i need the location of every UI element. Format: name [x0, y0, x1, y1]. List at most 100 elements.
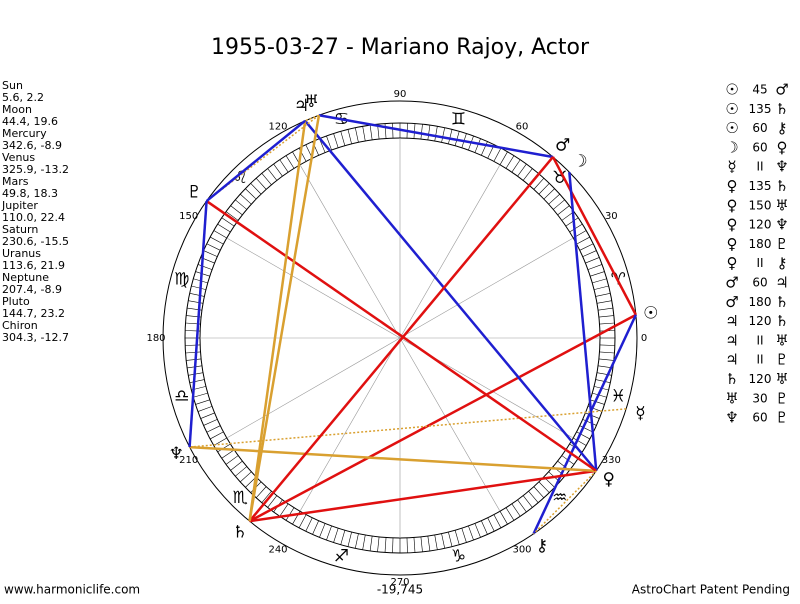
- degree-tick: [193, 392, 208, 398]
- degree-tick: [595, 293, 611, 297]
- outer-ring: [162, 100, 638, 576]
- degree-label: 270: [390, 577, 409, 588]
- degree-label: 90: [394, 89, 407, 100]
- degree-tick: [203, 250, 218, 257]
- aspect-kind: 60: [752, 140, 767, 154]
- zodiac-sign: ♌: [233, 168, 248, 188]
- degree-tick: [505, 155, 515, 169]
- degree-tick: [213, 230, 227, 239]
- zodiac-sign: ♑: [451, 546, 466, 566]
- degree-tick: [225, 455, 239, 465]
- degree-tick: [487, 517, 495, 532]
- planet-position: 342.6, -8.9: [2, 139, 62, 152]
- degree-tick: [538, 481, 550, 493]
- degree-tick: [413, 123, 416, 139]
- aspect-kind: 60: [752, 276, 767, 290]
- planet-name: Neptune: [2, 271, 49, 284]
- degree-tick: [441, 127, 445, 143]
- degree-tick: [579, 425, 594, 433]
- radial-line: [226, 237, 401, 339]
- title: 1955-03-27 - Mariano Rajoy, Actor: [211, 35, 590, 60]
- aspect-to: ♇: [775, 235, 788, 253]
- radial-line: [399, 164, 501, 339]
- aspect-from: ♆: [725, 409, 738, 427]
- planet-glyph: ☽: [572, 152, 587, 172]
- degree-tick: [245, 188, 257, 200]
- planet-position: 144.7, 23.2: [2, 307, 65, 320]
- degree-tick: [587, 264, 603, 270]
- degree-tick: [538, 183, 550, 195]
- planet-position: 325.9, -13.2: [2, 163, 69, 176]
- aspect-from: ☽: [725, 138, 738, 156]
- planet-glyph: ♂: [555, 136, 570, 156]
- zodiac-sign: ♉: [552, 168, 567, 188]
- aspect-line: [248, 313, 637, 523]
- aspect-from: ♂: [725, 274, 738, 292]
- degree-tick: [454, 131, 460, 146]
- degree-tick: [454, 530, 460, 545]
- degree-tick: [474, 138, 481, 153]
- degree-tick: [230, 460, 243, 471]
- degree-tick: [590, 399, 605, 405]
- aspect-kind: 120: [749, 218, 772, 232]
- aspect-to: ♅: [775, 370, 788, 388]
- aspect-line: [533, 470, 597, 535]
- degree-tick: [461, 528, 467, 543]
- degree-tick: [590, 271, 605, 277]
- planet-glyph: ☿: [635, 403, 645, 423]
- aspect-to: ⚷: [777, 254, 788, 272]
- degree-tick: [595, 379, 611, 383]
- degree-label: 60: [516, 122, 529, 133]
- degree-tick: [505, 507, 515, 521]
- aspect-from: ☉: [725, 119, 738, 137]
- planet-name: Moon: [2, 103, 32, 116]
- aspect-to: ♂: [775, 81, 788, 99]
- degree-tick: [235, 199, 247, 210]
- planet-glyph: ♄: [232, 523, 247, 543]
- degree-tick: [267, 495, 278, 508]
- degree-tick: [593, 285, 609, 290]
- degree-tick: [377, 536, 380, 552]
- degree-tick: [333, 133, 339, 148]
- planet-name: Jupiter: [1, 199, 38, 212]
- degree-tick: [599, 351, 615, 354]
- aspect-to: ♆: [775, 158, 788, 176]
- degree-tick: [185, 351, 201, 354]
- degree-label: 150: [179, 211, 198, 222]
- degree-tick: [434, 126, 438, 142]
- degree-tick: [420, 124, 423, 140]
- degree-tick: [197, 264, 213, 270]
- planet-glyph: ♅: [304, 92, 319, 112]
- degree-tick: [511, 159, 521, 173]
- degree-tick: [362, 534, 366, 550]
- aspect-kind: 120: [749, 372, 772, 386]
- aspect-to: ♅: [775, 331, 788, 349]
- degree-tick: [557, 205, 570, 216]
- planet-name: Sun: [2, 79, 23, 92]
- planet-glyph: ♀: [602, 469, 614, 489]
- degree-tick: [434, 534, 438, 550]
- degree-tick: [195, 399, 210, 405]
- degree-tick: [499, 511, 508, 525]
- planet-position: 44.4, 19.6: [2, 115, 58, 128]
- aspect-from: ♀: [727, 177, 738, 195]
- degree-tick: [186, 358, 202, 361]
- degree-tick: [267, 168, 278, 181]
- degree-tick: [279, 503, 289, 517]
- aspect-kind: 180: [749, 295, 772, 309]
- aspect-from: ♀: [727, 216, 738, 234]
- degree-tick: [522, 495, 533, 508]
- degree-tick: [598, 358, 614, 361]
- degree-tick: [298, 514, 307, 528]
- degree-tick: [347, 531, 352, 547]
- aspect-to: ♄: [775, 312, 788, 330]
- degree-tick: [333, 528, 339, 543]
- aspect-to: ♄: [775, 293, 788, 311]
- footer-center: -19,745: [377, 583, 423, 597]
- degree-tick: [250, 183, 262, 195]
- degree-tick: [598, 315, 614, 318]
- aspect-from: ♀: [727, 235, 738, 253]
- aspect-to: ♇: [775, 389, 788, 407]
- degree-tick: [599, 344, 615, 346]
- degree-tick: [592, 278, 607, 284]
